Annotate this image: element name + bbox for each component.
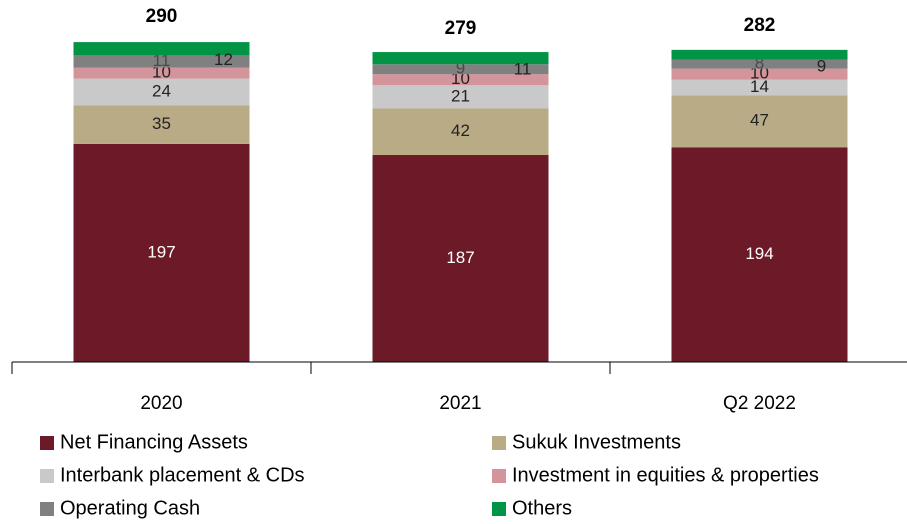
data-label: 197	[147, 242, 175, 261]
data-label: 14	[750, 77, 769, 96]
data-label: 21	[451, 86, 470, 105]
bar-segment	[73, 105, 250, 144]
legend-swatch	[492, 469, 506, 483]
data-label: 187	[446, 248, 474, 267]
data-label: 9	[456, 59, 465, 78]
legend-label: Investment in equities & properties	[512, 464, 819, 486]
legend-label: Net Financing Assets	[60, 431, 248, 453]
total-label: 282	[744, 15, 776, 36]
bar-segment	[671, 59, 848, 69]
data-label: 8	[755, 54, 764, 73]
legend-swatch	[40, 469, 54, 483]
bar-segment	[372, 85, 549, 109]
bar-segment	[73, 67, 250, 79]
data-label: 47	[750, 111, 769, 130]
bar-segment	[372, 74, 549, 86]
x-tick-label: 2020	[140, 393, 182, 414]
legend-label: Operating Cash	[60, 497, 200, 519]
bar-segment	[372, 108, 549, 156]
bar-segment	[73, 55, 250, 68]
data-label: 24	[152, 81, 171, 100]
bar-segment	[73, 42, 250, 56]
data-label: 9	[817, 56, 826, 75]
bar-segment	[372, 52, 549, 65]
total-label: 279	[445, 18, 477, 39]
data-label: 42	[451, 121, 470, 140]
bar-segment	[73, 143, 250, 362]
bar-segment	[671, 79, 848, 96]
bar-segment	[671, 49, 848, 60]
data-label: 12	[214, 50, 233, 69]
data-label: 194	[745, 244, 773, 263]
legend-swatch	[492, 436, 506, 450]
x-tick-label: Q2 2022	[723, 393, 796, 414]
x-tick-label: 2021	[439, 393, 481, 414]
legend-swatch	[40, 436, 54, 450]
bar-segment	[671, 95, 848, 148]
legend-label: Others	[512, 497, 572, 519]
legend-label: Sukuk Investments	[512, 431, 681, 453]
bar-segment	[73, 78, 250, 106]
bar-segment	[671, 147, 848, 362]
bar-segment	[372, 155, 549, 362]
legend-swatch	[40, 502, 54, 516]
data-label: 35	[152, 114, 171, 133]
data-label: 11	[514, 60, 532, 79]
data-label: 11	[153, 51, 171, 70]
legend-label: Interbank placement & CDs	[60, 464, 305, 486]
bar-segment	[671, 68, 848, 80]
legend-swatch	[492, 502, 506, 516]
bar-segment	[372, 64, 549, 75]
total-label: 290	[146, 6, 178, 27]
